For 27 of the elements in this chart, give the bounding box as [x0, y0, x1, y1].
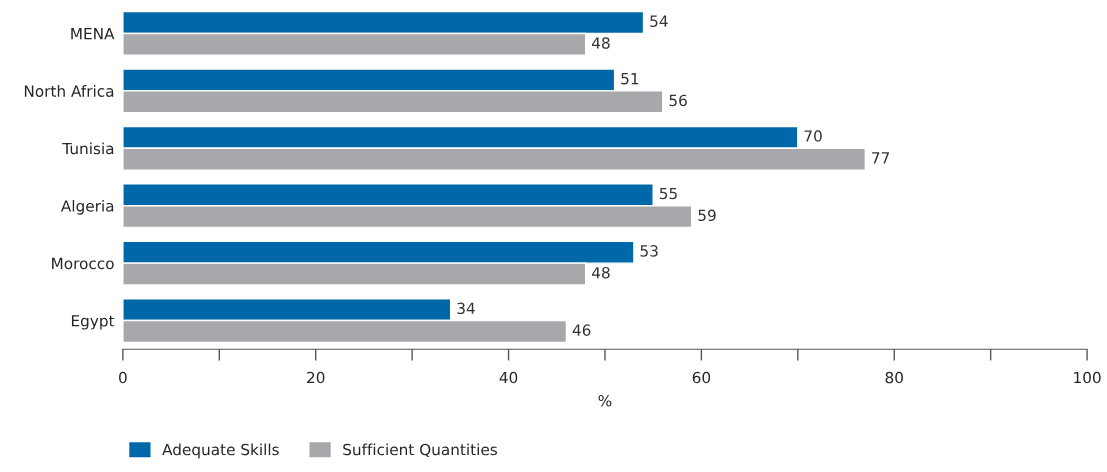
data-label: 46: [572, 324, 591, 336]
data-label: 55: [659, 187, 677, 200]
data-label: 77: [872, 152, 889, 164]
x-tick-label: 80: [885, 371, 903, 384]
x-tick-label: 100: [1074, 371, 1101, 384]
y-tick-label: North Africa: [24, 85, 114, 97]
x-tick-label: 0: [119, 371, 127, 384]
data-label: 51: [621, 73, 639, 85]
data-label: 56: [669, 94, 687, 107]
data-label: 59: [698, 209, 716, 222]
x-tick-label: 20: [307, 371, 325, 384]
x-tick-label: 40: [499, 371, 518, 384]
y-tick-label: Egypt: [71, 315, 115, 330]
data-label: 34: [457, 302, 475, 315]
y-tick-label: Algeria: [60, 199, 114, 215]
data-label: 70: [804, 130, 822, 142]
data-label: 54: [650, 15, 668, 27]
legend-label: Adequate Skills: [162, 443, 279, 459]
y-tick-label: Morocco: [52, 257, 114, 270]
data-label: 48: [591, 37, 610, 49]
data-label: 48: [591, 266, 610, 279]
data-label: 53: [640, 245, 658, 257]
x-axis-title: %: [598, 394, 612, 407]
x-tick-label: 60: [692, 371, 711, 384]
y-tick-label: MENA: [71, 28, 115, 40]
y-tick-label: Tunisia: [62, 142, 114, 155]
legend-label: Sufficient Quantities: [343, 443, 498, 458]
